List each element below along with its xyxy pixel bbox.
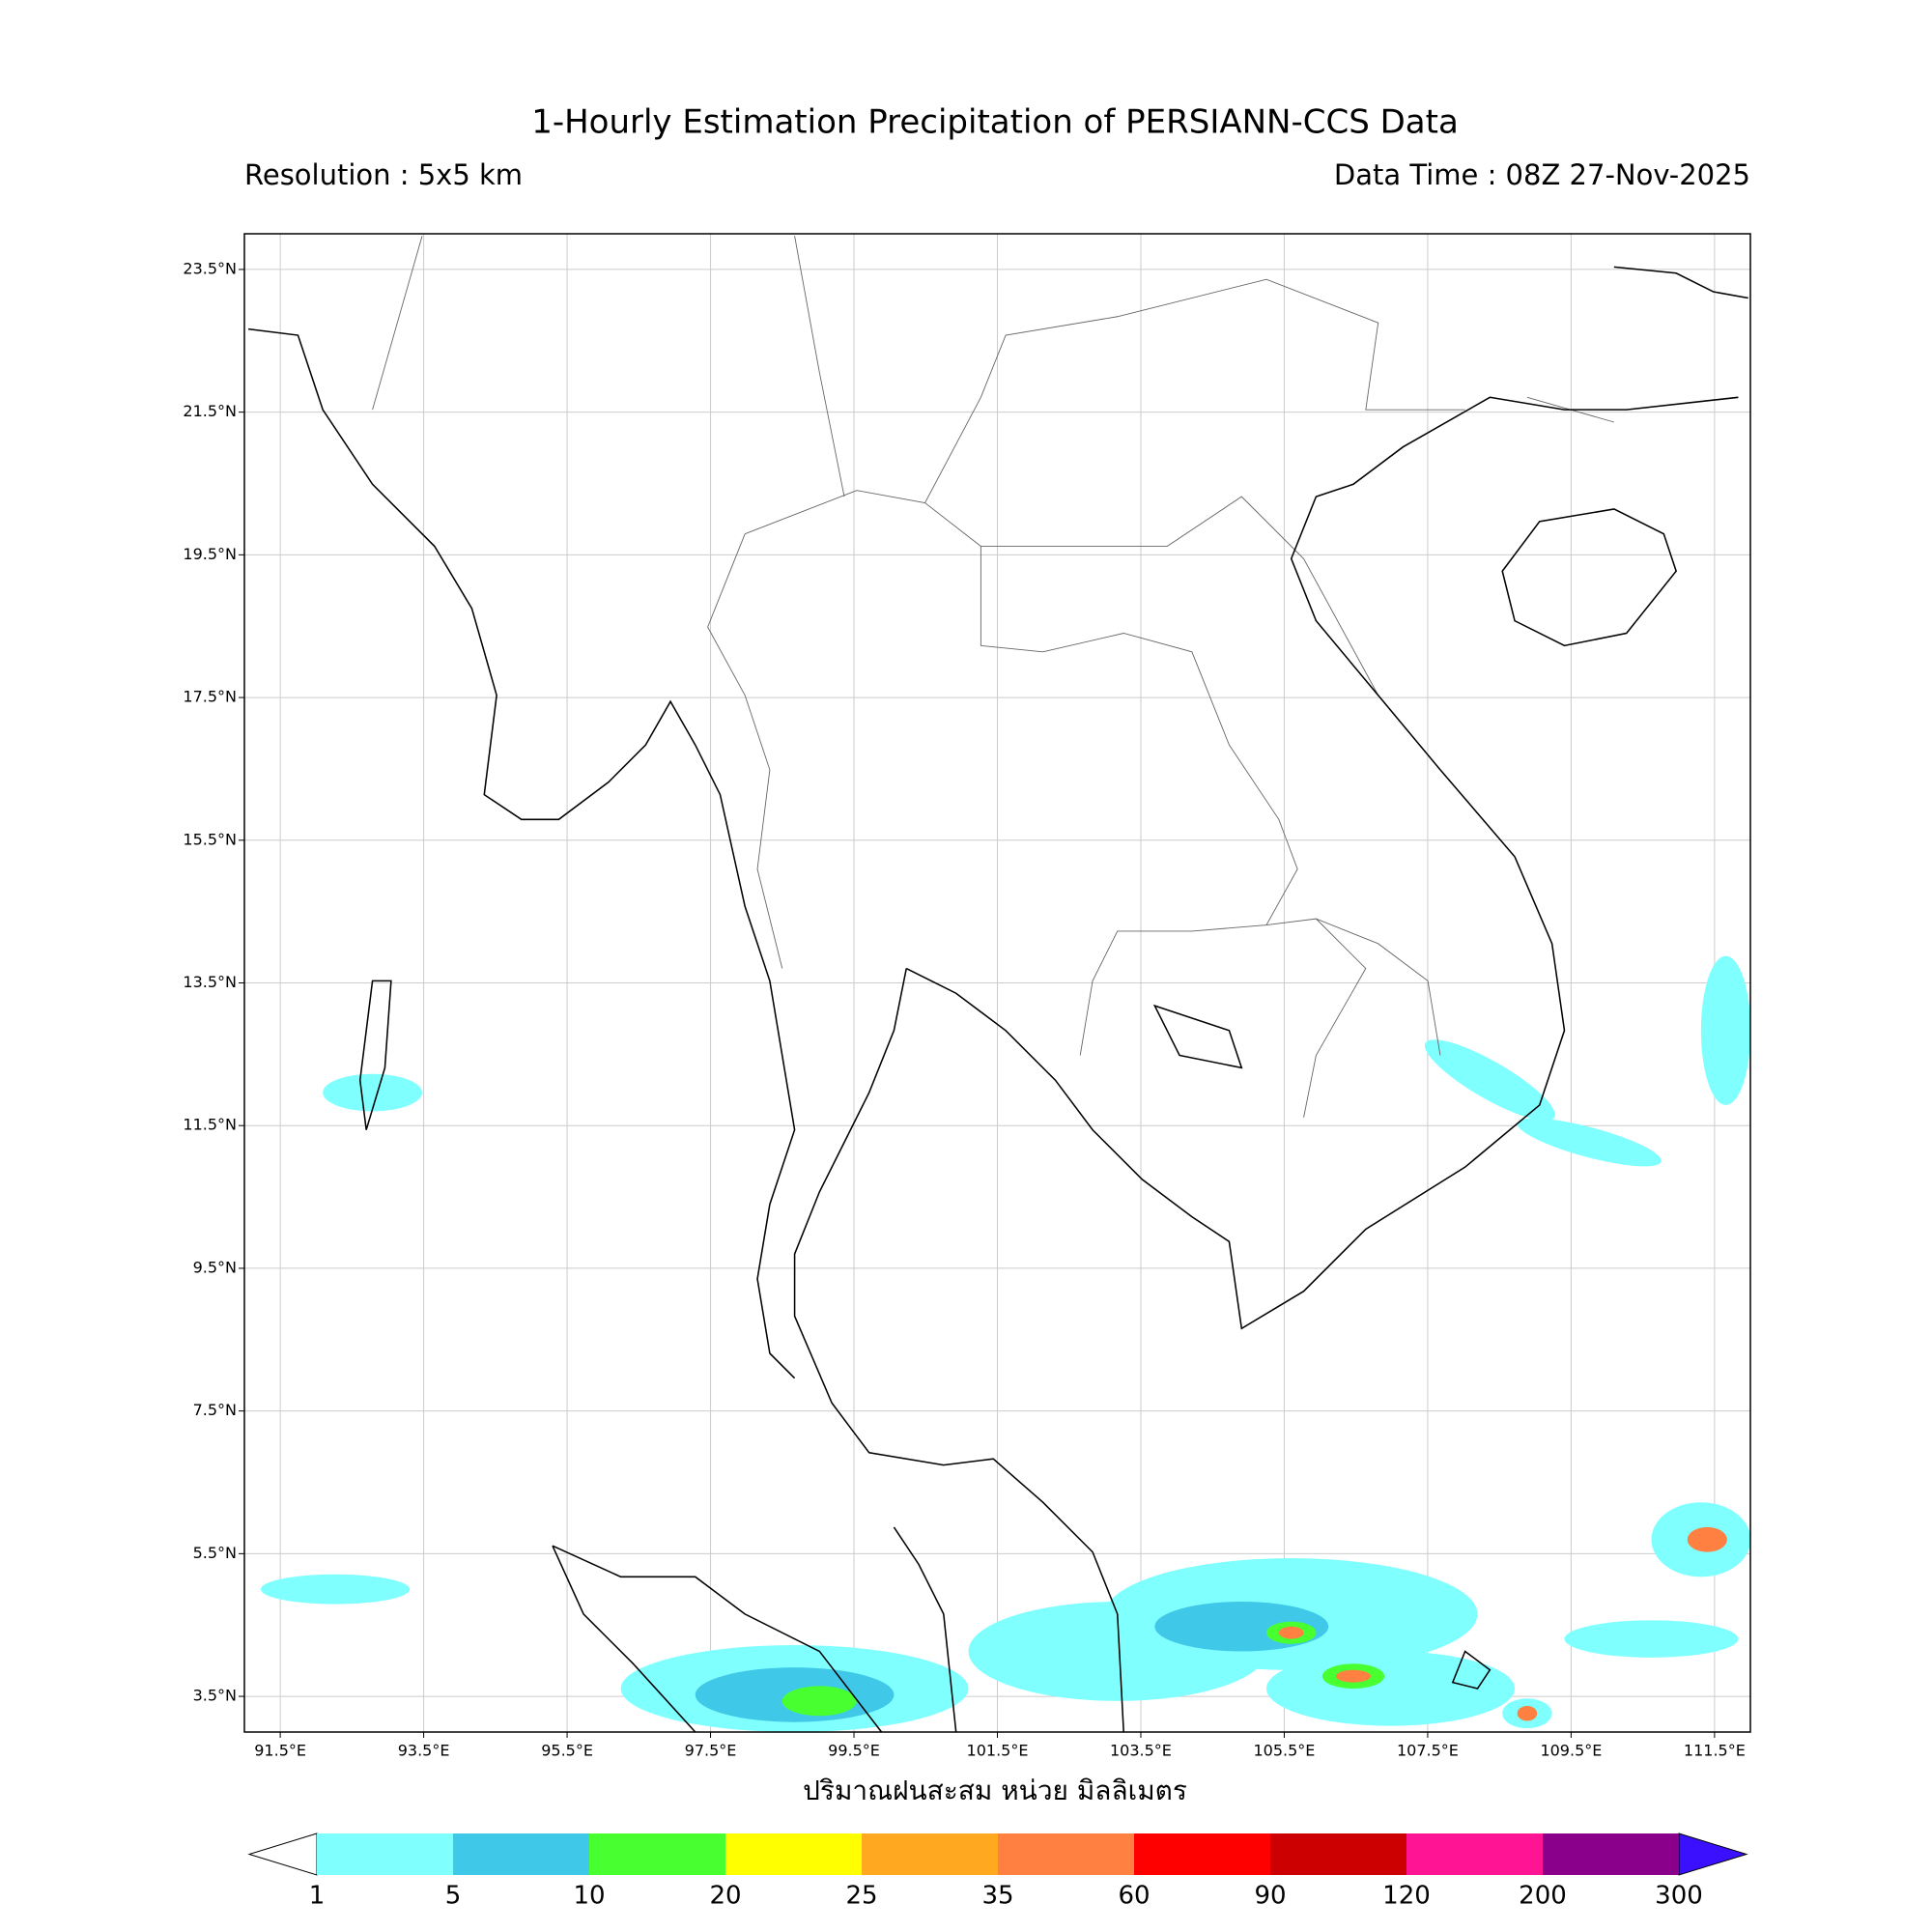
colorbar-box [998,1833,1134,1875]
x-tick-label: 97.5°E [685,1742,737,1760]
colorbar-box [1134,1833,1270,1875]
colorbar: 1 5 10 20 25 35 60 90 120 200 300 [247,1833,1748,1911]
y-tick-label: 21.5°N [183,402,237,420]
colorbar-box [317,1833,453,1875]
x-tick-label: 105.5°E [1253,1742,1315,1760]
grid: 91.5°E 93.5°E 95.5°E 97.5°E 99.5°E 101.5°E 103… [183,234,1750,1760]
under-triangle [247,1833,318,1876]
colorbar-label: 120 [1382,1882,1431,1911]
y-tick-label: 7.5°N [193,1401,237,1419]
colorbar-label: 200 [1519,1882,1567,1911]
title: 1-Hourly Estimation Precipitation of PER… [531,103,1459,142]
colorbar-label: 5 [445,1882,462,1911]
colorbar-label: 90 [1254,1882,1286,1911]
y-tick-label: 19.5°N [183,545,237,563]
colorbar-box [453,1833,589,1875]
colorbar-box [589,1833,725,1875]
y-tick-label: 11.5°N [183,1116,237,1134]
colorbar-label: 60 [1118,1882,1150,1911]
y-tick-label: 3.5°N [193,1687,237,1705]
x-tick-label: 91.5°E [254,1742,306,1760]
x-tick-label: 99.5°E [828,1742,880,1760]
colorbar-box [1270,1833,1406,1875]
colorbar-label: 10 [573,1882,605,1911]
x-tick-label: 111.5°E [1684,1742,1746,1760]
colorbar-box [725,1833,862,1875]
y-tick-label: 15.5°N [183,830,237,848]
x-tick-label: 109.5°E [1540,1742,1602,1760]
x-tick-label: 103.5°E [1110,1742,1172,1760]
map-frame [243,233,1751,1733]
x-tick-label: 101.5°E [967,1742,1029,1760]
y-tick-label: 13.5°N [183,973,237,991]
x-tick-label: 95.5°E [541,1742,593,1760]
colorbar-label: 1 [309,1882,326,1911]
resolution: Resolution : 5x5 km [244,158,523,191]
y-tick-label: 9.5°N [193,1258,237,1276]
colorbar-box [1406,1833,1543,1875]
colorbar-label: 35 [981,1882,1013,1911]
colorbar-label: 20 [709,1882,741,1911]
colorbar-label: 300 [1655,1882,1703,1911]
x-tick-label: 107.5°E [1397,1742,1459,1760]
map-layer [247,236,1751,1733]
colorbar-label: 25 [845,1882,877,1911]
x-tick-label: 93.5°E [398,1742,450,1760]
y-tick-label: 17.5°N [183,688,237,706]
colorbar-box [1543,1833,1679,1875]
colorbar-box [862,1833,998,1875]
data-time: Data Time : 08Z 27-Nov-2025 [1334,158,1750,191]
y-tick-label: 5.5°N [193,1544,237,1562]
y-tick-label: 23.5°N [183,259,237,277]
x-axis-label: ปริมาณฝนสะสม หน่วย มิลลิเมตร [803,1775,1187,1806]
over-triangle [1678,1833,1748,1876]
rain [260,955,1751,1732]
